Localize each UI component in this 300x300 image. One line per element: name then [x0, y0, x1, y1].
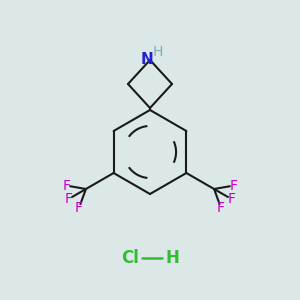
Text: N: N: [141, 52, 153, 68]
Text: Cl: Cl: [121, 249, 139, 267]
Text: H: H: [165, 249, 179, 267]
Text: F: F: [64, 192, 73, 206]
Text: F: F: [62, 178, 70, 193]
Text: F: F: [217, 201, 225, 215]
Text: F: F: [75, 201, 83, 215]
Text: H: H: [153, 45, 163, 59]
Text: F: F: [227, 192, 236, 206]
Text: F: F: [230, 178, 238, 193]
